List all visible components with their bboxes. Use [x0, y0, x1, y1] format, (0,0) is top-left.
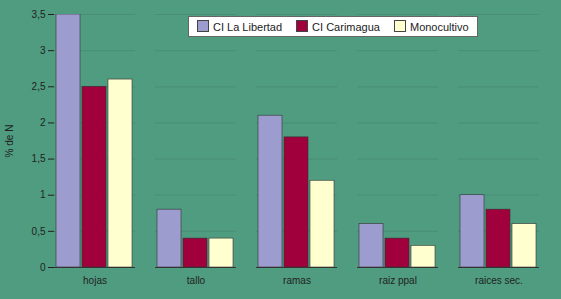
svg-text:2,5: 2,5: [32, 81, 46, 92]
svg-text:% de N: % de N: [4, 125, 15, 158]
svg-text:2: 2: [40, 117, 46, 128]
svg-text:0: 0: [40, 262, 46, 273]
svg-text:tallo: tallo: [187, 275, 206, 286]
svg-text:1,5: 1,5: [32, 153, 46, 164]
html-text:CI Carimagua: CI Carimagua: [312, 21, 380, 33]
svg-text:0,5: 0,5: [32, 226, 46, 237]
svg-text:3: 3: [40, 45, 46, 56]
svg-text:ramas: ramas: [283, 275, 311, 286]
svg-text:hojas: hojas: [83, 275, 107, 286]
svg-text:3,5: 3,5: [32, 9, 46, 20]
html-text:Monocultivo: Monocultivo: [410, 21, 469, 33]
svg-text:raiz ppal: raiz ppal: [379, 275, 417, 286]
svg-text:raices sec.: raices sec.: [475, 275, 523, 286]
html-text:CI La Libertad: CI La Libertad: [213, 21, 283, 33]
svg-text:1: 1: [40, 189, 46, 200]
